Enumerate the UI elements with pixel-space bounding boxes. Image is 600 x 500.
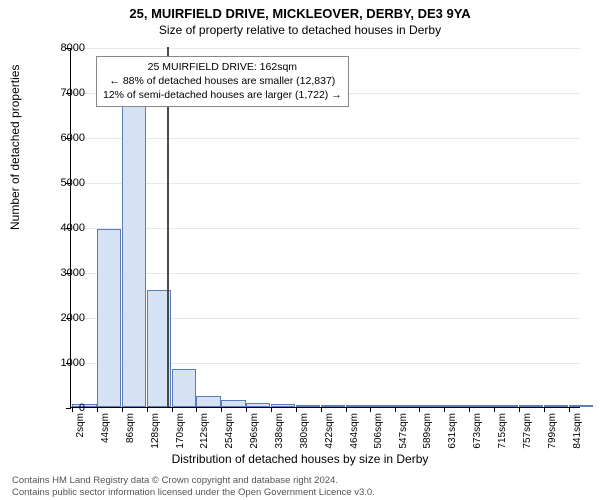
histogram-bar	[444, 405, 468, 407]
page-subtitle: Size of property relative to detached ho…	[0, 21, 600, 37]
histogram-bar	[569, 405, 593, 407]
histogram-bar	[246, 403, 270, 408]
xtick-mark	[321, 407, 322, 412]
xtick-mark	[370, 407, 371, 412]
page-title: 25, MUIRFIELD DRIVE, MICKLEOVER, DERBY, …	[0, 0, 600, 21]
gridline	[71, 273, 580, 274]
xtick-mark	[221, 407, 222, 412]
y-axis-label: Number of detached properties	[8, 65, 22, 230]
histogram-bar	[221, 400, 245, 407]
xtick-mark	[395, 407, 396, 412]
chart-container: 25, MUIRFIELD DRIVE, MICKLEOVER, DERBY, …	[0, 0, 600, 500]
ytick-label: 4000	[35, 222, 85, 234]
histogram-bar	[172, 369, 196, 407]
histogram-bar	[494, 405, 518, 407]
ytick-label: 7000	[35, 87, 85, 99]
ytick-label: 0	[35, 402, 85, 414]
x-axis-label: Distribution of detached houses by size …	[0, 452, 600, 466]
xtick-mark	[444, 407, 445, 412]
xtick-mark	[271, 407, 272, 412]
xtick-mark	[544, 407, 545, 412]
gridline	[71, 48, 580, 49]
histogram-bar	[271, 404, 295, 407]
gridline	[71, 228, 580, 229]
footer-line-2: Contains public sector information licen…	[12, 487, 375, 498]
annotation-line-2: ← 88% of detached houses are smaller (12…	[103, 74, 342, 88]
gridline	[71, 183, 580, 184]
histogram-bar	[544, 405, 568, 407]
ytick-label: 5000	[35, 177, 85, 189]
xtick-mark	[519, 407, 520, 412]
xtick-mark	[469, 407, 470, 412]
xtick-mark	[346, 407, 347, 412]
ytick-label: 1000	[35, 357, 85, 369]
histogram-bar	[296, 405, 320, 407]
histogram-bar	[346, 405, 370, 407]
histogram-bar	[122, 101, 146, 407]
xtick-mark	[569, 407, 570, 412]
gridline	[71, 138, 580, 139]
xtick-mark	[494, 407, 495, 412]
histogram-bar	[97, 229, 121, 407]
ytick-label: 6000	[35, 132, 85, 144]
histogram-bar	[469, 405, 493, 407]
histogram-bar	[395, 405, 419, 407]
footer-attribution: Contains HM Land Registry data © Crown c…	[12, 475, 375, 498]
xtick-mark	[147, 407, 148, 412]
ytick-label: 3000	[35, 267, 85, 279]
annotation-box: 25 MUIRFIELD DRIVE: 162sqm ← 88% of deta…	[96, 56, 349, 107]
xtick-mark	[97, 407, 98, 412]
xtick-mark	[296, 407, 297, 412]
annotation-line-3: 12% of semi-detached houses are larger (…	[103, 88, 342, 102]
ytick-label: 2000	[35, 312, 85, 324]
xtick-mark	[196, 407, 197, 412]
histogram-bar	[419, 405, 443, 407]
histogram-bar	[370, 405, 394, 407]
xtick-mark	[122, 407, 123, 412]
annotation-line-1: 25 MUIRFIELD DRIVE: 162sqm	[103, 60, 342, 74]
xtick-mark	[419, 407, 420, 412]
histogram-bar	[519, 405, 543, 407]
xtick-mark	[246, 407, 247, 412]
xtick-mark	[172, 407, 173, 412]
histogram-bar	[196, 396, 220, 407]
histogram-bar	[321, 405, 345, 407]
ytick-label: 8000	[35, 42, 85, 54]
footer-line-1: Contains HM Land Registry data © Crown c…	[12, 475, 375, 486]
